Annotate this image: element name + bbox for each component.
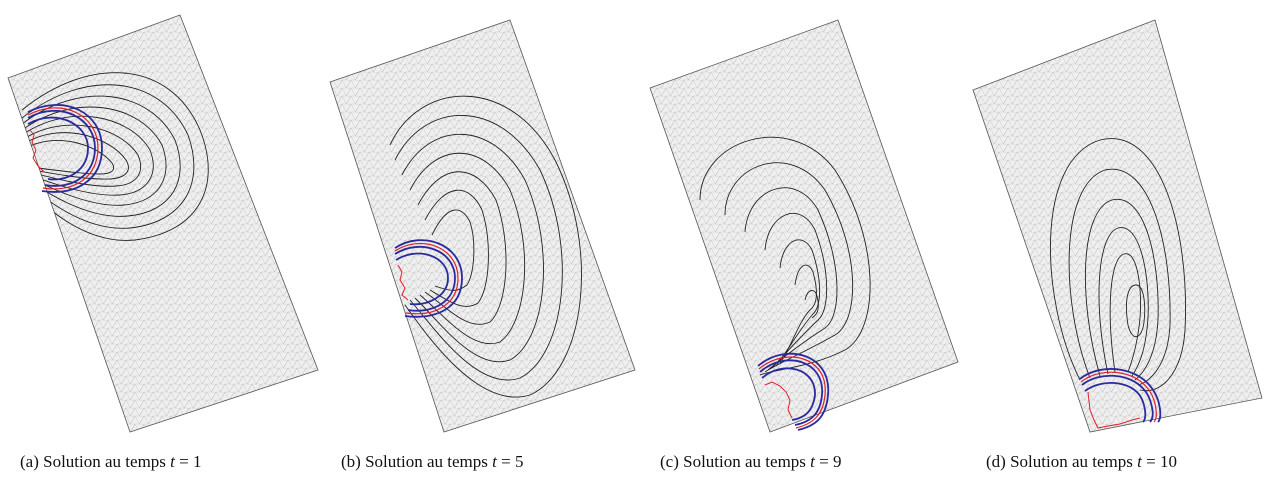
caption-c-eq: = — [819, 452, 829, 471]
caption-a-text: Solution au temps — [43, 452, 166, 471]
caption-c-var: t — [810, 452, 815, 471]
caption-c: (c) Solution au temps t = 9 — [660, 452, 841, 472]
caption-a-eq: = — [179, 452, 189, 471]
caption-b-var: t — [492, 452, 497, 471]
domain-b — [329, 19, 636, 433]
domain-c — [649, 19, 959, 433]
caption-a-label: (a) — [20, 452, 39, 471]
caption-a-var: t — [170, 452, 175, 471]
front-d — [1079, 368, 1162, 429]
caption-d: (d) Solution au temps t = 10 — [986, 452, 1177, 472]
caption-d-text: Solution au temps — [1010, 452, 1133, 471]
panel-d — [972, 19, 1263, 433]
panel-a — [7, 14, 319, 433]
caption-d-eq: = — [1146, 452, 1156, 471]
domain-d — [972, 19, 1263, 433]
caption-b-text: Solution au temps — [365, 452, 488, 471]
caption-d-var: t — [1137, 452, 1142, 471]
caption-b-label: (b) — [341, 452, 361, 471]
caption-b-eq: = — [501, 452, 511, 471]
caption-c-value: 9 — [832, 452, 842, 471]
caption-a-value: 1 — [192, 452, 202, 471]
contours-c — [699, 136, 871, 376]
caption-d-value: 10 — [1159, 452, 1177, 471]
front-c — [757, 352, 829, 431]
domain-a — [7, 14, 319, 433]
panel-b — [329, 19, 636, 433]
contours-a — [21, 72, 209, 241]
front-b — [394, 239, 463, 318]
caption-b-value: 5 — [514, 452, 524, 471]
caption-a: (a) Solution au temps t = 1 — [20, 452, 201, 472]
caption-d-label: (d) — [986, 452, 1006, 471]
front-a — [27, 104, 103, 193]
contours-d — [1050, 138, 1186, 392]
caption-c-label: (c) — [660, 452, 679, 471]
caption-c-text: Solution au temps — [683, 452, 806, 471]
panel-c — [649, 19, 959, 433]
caption-b: (b) Solution au temps t = 5 — [341, 452, 523, 472]
contours-b — [389, 95, 582, 398]
